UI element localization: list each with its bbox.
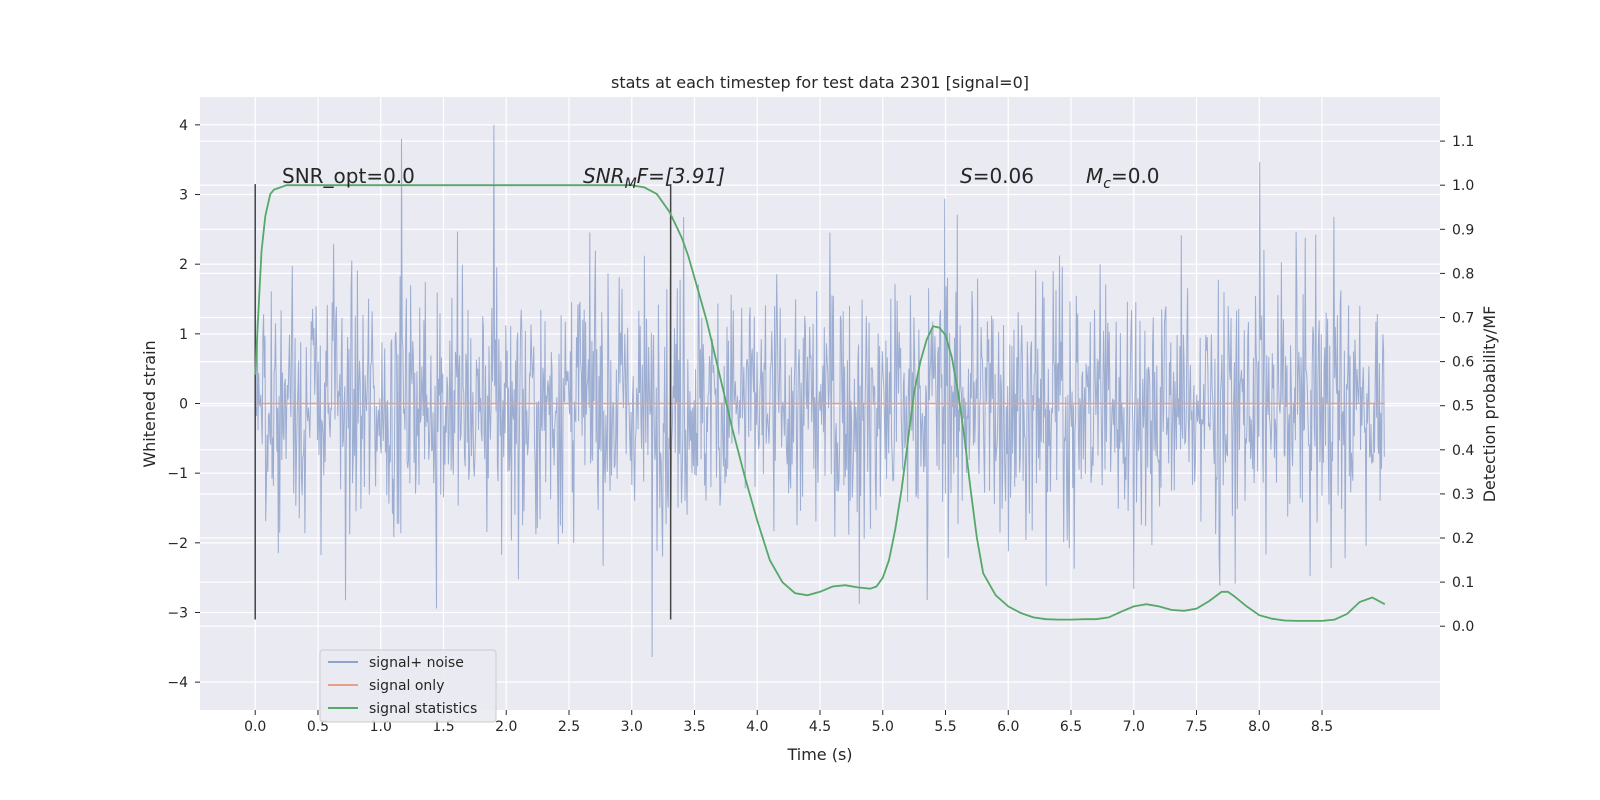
- y2-axis-label: Detection probability/MF: [1480, 306, 1499, 503]
- x-tick-label: 0.5: [307, 719, 329, 735]
- y-tick-label: 1: [179, 327, 188, 343]
- x-tick-label: 2.0: [495, 719, 517, 735]
- x-tick-label: 1.0: [370, 719, 392, 735]
- x-axis-ticks: 0.0 0.5 1.0 1.5 2.0 2.5 3.0 3.5 4.0 4.5 5.0 5.5 6.0 6…: [244, 710, 1333, 735]
- x-tick-label: 2.5: [558, 719, 580, 735]
- y2-tick-label: 0.5: [1452, 399, 1474, 415]
- x-axis-label: Time (s): [786, 745, 852, 764]
- legend-label-signal-noise: signal+ noise: [369, 655, 464, 671]
- vertical-markers: [254, 184, 672, 620]
- y2-tick-label: 1.0: [1452, 178, 1474, 194]
- y-tick-label: −3: [167, 605, 188, 621]
- x-tick-label: 6.0: [997, 719, 1019, 735]
- annotation-s: S=0.06: [960, 164, 1034, 188]
- y2-tick-label: 0.8: [1452, 266, 1474, 282]
- y-tick-label: −4: [167, 675, 188, 691]
- x-tick-label: 0.0: [244, 719, 266, 735]
- x-tick-label: 8.5: [1311, 719, 1333, 735]
- y-axis-ticks: −4 −3 −2 −1 0 1 2 3 4: [167, 118, 200, 691]
- x-tick-label: 1.5: [432, 719, 454, 735]
- y2-tick-label: 0.1: [1452, 575, 1474, 591]
- annotation-mc-value: =0.0: [1111, 164, 1160, 188]
- annotation-snr-opt: SNR_opt=0.0: [282, 164, 415, 188]
- x-tick-label: 7.5: [1185, 719, 1207, 735]
- legend-box: [319, 649, 497, 723]
- annotation-mc: Mc=0.0: [1086, 164, 1160, 192]
- x-tick-label: 4.5: [809, 719, 831, 735]
- y2-tick-label: 0.2: [1452, 531, 1474, 547]
- y2-tick-label: 0.0: [1452, 619, 1474, 635]
- x-tick-label: 4.0: [746, 719, 768, 735]
- y-tick-label: 0: [179, 397, 188, 413]
- y2-tick-label: 0.9: [1452, 222, 1474, 238]
- annotation-s-name: S: [960, 164, 973, 188]
- annotation-snr-mf-sub: M: [625, 176, 637, 192]
- y-tick-label: 3: [179, 188, 188, 204]
- y2-tick-label: 1.1: [1452, 134, 1474, 150]
- y-tick-label: −1: [167, 466, 188, 482]
- y-axis-label: Whitened strain: [140, 340, 159, 467]
- series-signal-noise: [254, 124, 1385, 658]
- annotation-snr-mf-tail: F=[3.91]: [637, 164, 725, 188]
- annotation-s-value: =0.06: [973, 164, 1034, 188]
- annotation-mc-name: M: [1086, 164, 1103, 188]
- y2-tick-label: 0.4: [1452, 443, 1474, 459]
- annotation-mc-sub: c: [1103, 176, 1111, 192]
- annotation-snr-mf: SNRMF=[3.91]: [583, 164, 725, 192]
- annotation-snr-mf-name: SNR: [583, 164, 625, 188]
- y2-axis-ticks: 0.0 0.1 0.2 0.3 0.4 0.5 0.6 0.7 0.8 0.9 1.0 1.1: [1440, 134, 1474, 635]
- series-signal-statistics-line: [254, 184, 1386, 622]
- x-tick-label: 7.0: [1123, 719, 1145, 735]
- y-tick-label: 4: [179, 118, 188, 134]
- legend-label-signal-only: signal only: [369, 678, 444, 694]
- y2-tick-label: 0.7: [1452, 311, 1474, 327]
- y-tick-label: 2: [179, 257, 188, 273]
- y-tick-label: −2: [167, 536, 188, 552]
- x-tick-label: 5.5: [934, 719, 956, 735]
- legend: signal+ noise signal only signal statist…: [319, 649, 497, 723]
- x-tick-label: 3.5: [683, 719, 705, 735]
- x-tick-label: 5.0: [872, 719, 894, 735]
- legend-label-signal-statistics: signal statistics: [369, 701, 477, 717]
- y2-tick-label: 0.3: [1452, 487, 1474, 503]
- x-tick-label: 6.5: [1060, 719, 1082, 735]
- chart-title: stats at each timestep for test data 230…: [611, 73, 1029, 92]
- x-tick-label: 8.0: [1248, 719, 1270, 735]
- x-tick-label: 3.0: [621, 719, 643, 735]
- y2-tick-label: 0.6: [1452, 355, 1474, 371]
- series-signal-noise-trace: [254, 124, 1385, 658]
